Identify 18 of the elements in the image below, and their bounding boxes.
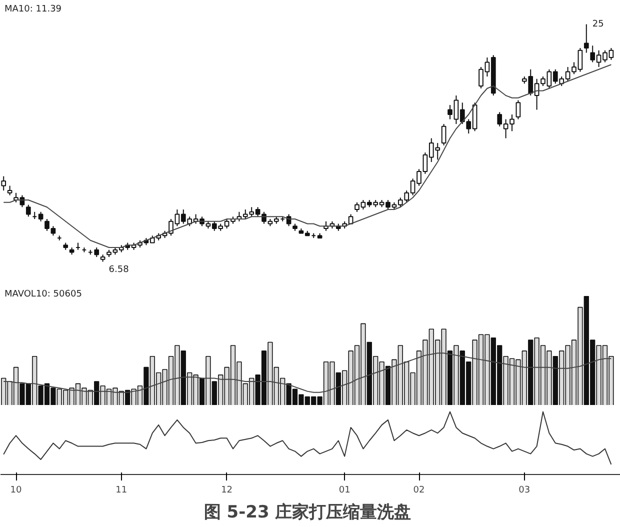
annotation: 25 (592, 19, 604, 30)
candlestick (516, 100, 521, 120)
x-tick-label: 12 (221, 486, 233, 496)
text: MA10: 11.39 (4, 4, 62, 14)
candlestick (38, 211, 44, 222)
x-tick-label: 03 (518, 486, 530, 496)
x-tick-label: 01 (338, 486, 350, 496)
x-tick-label: 10 (10, 486, 22, 496)
candlestick (441, 124, 446, 146)
candlestick (584, 24, 589, 54)
text: 图 5-23 庄家打压缩量洗盘 (204, 502, 412, 522)
candlestick (7, 185, 12, 196)
candlestick (1, 176, 6, 191)
text: 6.58 (108, 264, 130, 275)
x-tick-label: 02 (413, 486, 425, 496)
candlestick (26, 204, 31, 218)
annotation: MAVOL10: 50605 (4, 290, 82, 300)
x-tick-label: 11 (116, 486, 128, 496)
